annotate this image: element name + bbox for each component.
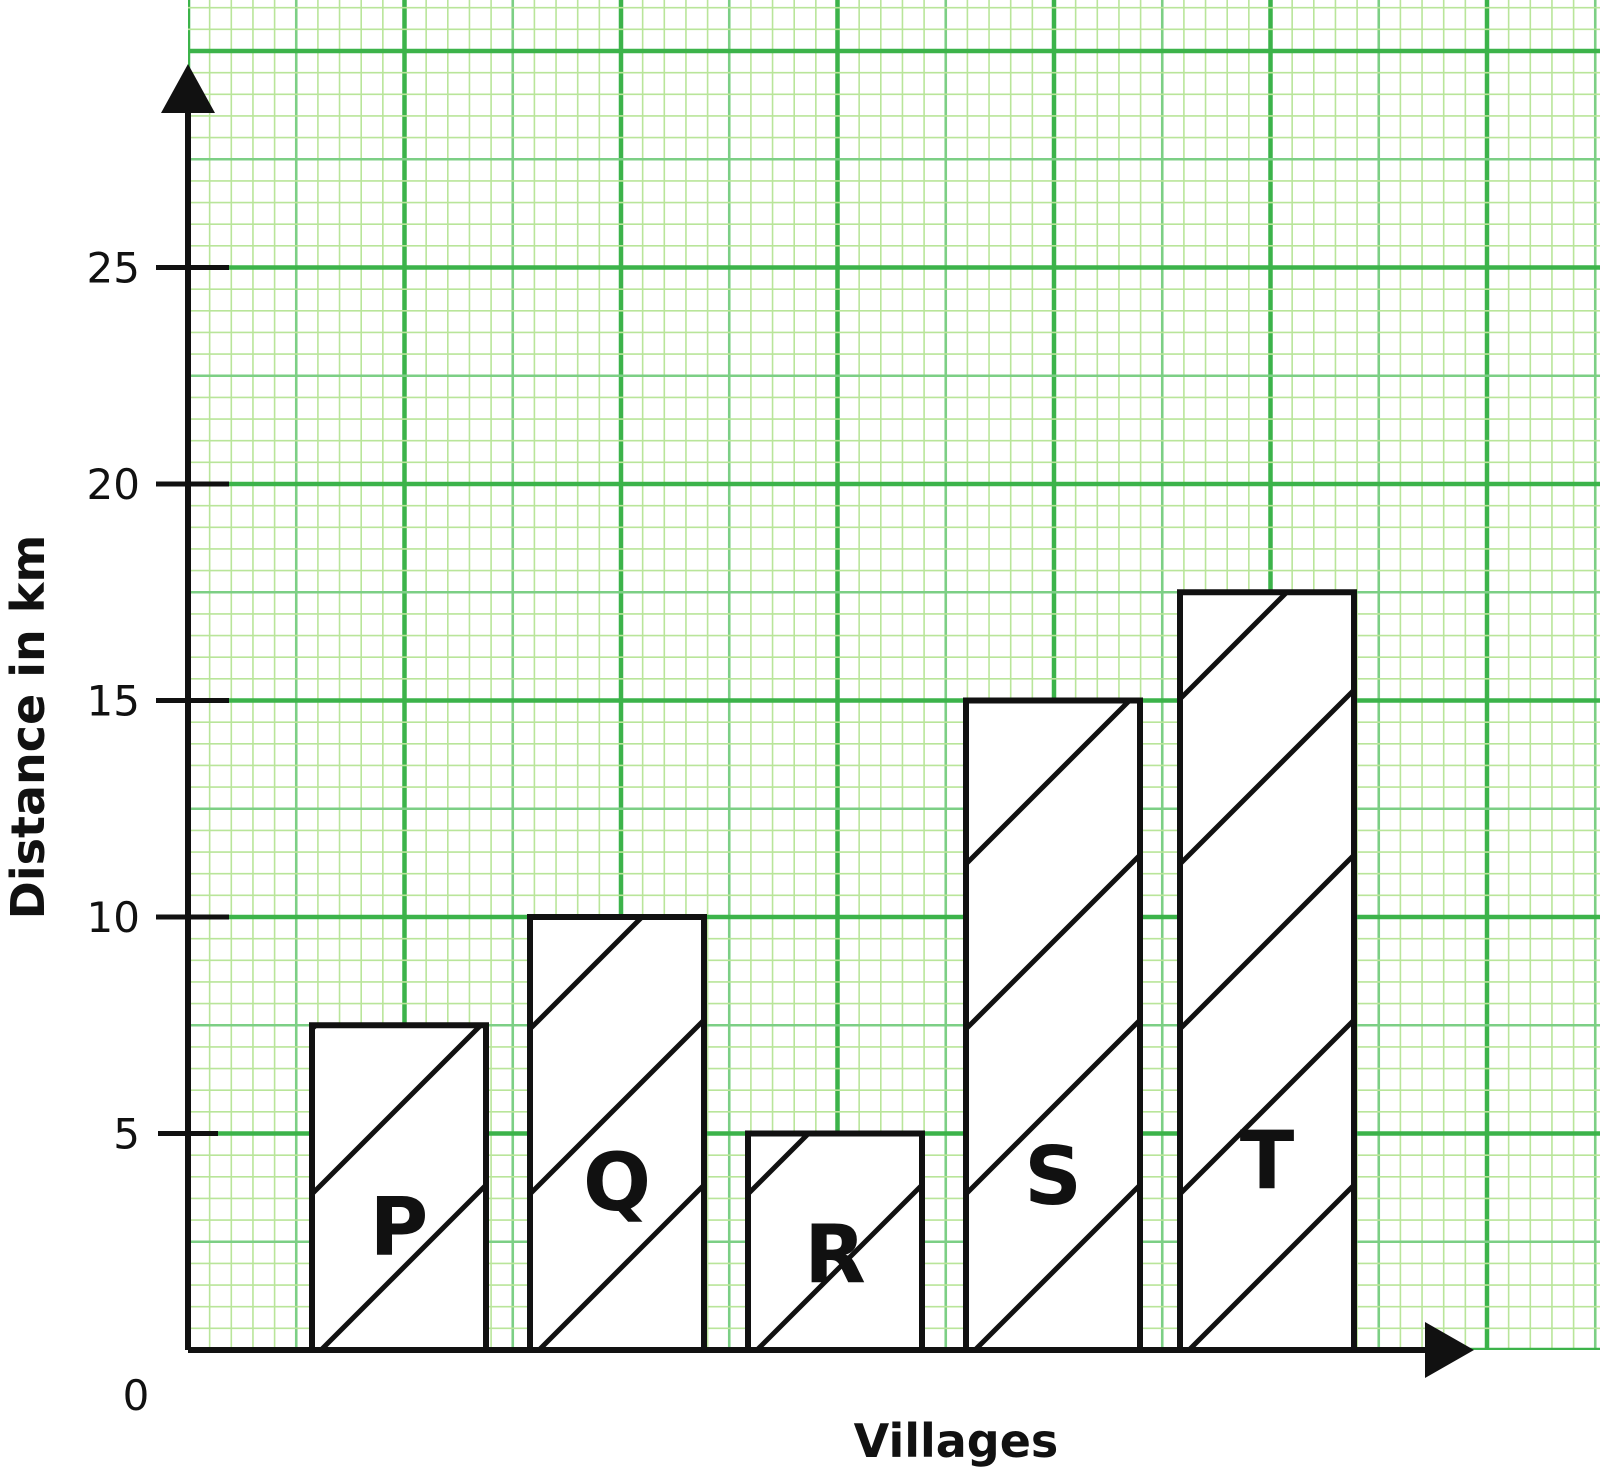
x-axis-title: Villages bbox=[854, 1414, 1059, 1468]
bar bbox=[748, 1133, 922, 1350]
y-tick-label: 10 bbox=[87, 893, 140, 942]
bar bbox=[530, 917, 704, 1350]
hatch-line bbox=[535, 1181, 704, 1350]
hatch-line bbox=[966, 851, 1140, 1033]
hatch-line bbox=[966, 700, 1134, 868]
hatch-line bbox=[1180, 851, 1354, 1033]
bar bbox=[1180, 592, 1354, 1350]
bar-outline bbox=[527, 914, 707, 1353]
hatch-line bbox=[1180, 686, 1354, 868]
bar-outline bbox=[963, 697, 1143, 1353]
hatch-line bbox=[1180, 592, 1291, 703]
x-axis-arrow bbox=[1425, 1322, 1474, 1378]
bar-label: P bbox=[370, 1181, 429, 1274]
hatch-line bbox=[971, 1181, 1140, 1350]
bar-hatching bbox=[520, 680, 714, 1350]
bar-label: S bbox=[1024, 1130, 1082, 1223]
bar-label: Q bbox=[583, 1136, 651, 1229]
hatch-line bbox=[748, 1133, 813, 1198]
hatch-line bbox=[1350, 1346, 1354, 1350]
bar-hatching bbox=[1180, 592, 1354, 1350]
hatch-line bbox=[312, 1025, 485, 1198]
hatch-line bbox=[302, 680, 496, 874]
bar bbox=[966, 700, 1140, 1350]
bar-group-Q: Q bbox=[520, 680, 714, 1353]
bar-group-S: S bbox=[963, 697, 1143, 1353]
hatch-line bbox=[1180, 1016, 1354, 1198]
y-tick-label: 25 bbox=[87, 244, 140, 293]
tick-labels: 0 5 10 15 20 25 bbox=[87, 244, 150, 1421]
y-tick-label: 5 bbox=[113, 1110, 140, 1159]
bar bbox=[312, 1025, 486, 1350]
hatch-line bbox=[753, 1181, 922, 1350]
y-axis-arrow bbox=[161, 64, 215, 113]
hatch-line bbox=[317, 1181, 486, 1350]
bar-label: R bbox=[804, 1208, 866, 1301]
bar-hatching bbox=[966, 700, 1140, 1350]
bar-outline bbox=[1177, 589, 1357, 1353]
y-tick-label: 20 bbox=[87, 460, 140, 509]
hatch-line bbox=[530, 917, 646, 1033]
bar-group-R: R bbox=[745, 1130, 925, 1353]
bars: P Q R S T bbox=[302, 589, 1357, 1353]
bar-outline bbox=[309, 1022, 489, 1353]
bar-label: T bbox=[1240, 1114, 1295, 1207]
y-tick-label: 15 bbox=[87, 677, 140, 726]
hatch-line bbox=[530, 1016, 704, 1198]
hatch-line bbox=[520, 680, 714, 874]
y-tick-label: 0 bbox=[123, 1371, 150, 1420]
bar-hatching bbox=[748, 1133, 922, 1350]
hatch-line bbox=[1185, 1181, 1354, 1350]
hatch-line bbox=[482, 1346, 486, 1350]
hatch-line bbox=[966, 1016, 1140, 1198]
bar-group-T: T bbox=[1177, 589, 1357, 1353]
bar-hatching bbox=[302, 680, 496, 1350]
hatch-line bbox=[700, 1346, 704, 1350]
bar-group-P: P bbox=[302, 680, 496, 1353]
bar-outline bbox=[745, 1130, 925, 1353]
y-axis-title: Distance in km bbox=[1, 535, 55, 920]
